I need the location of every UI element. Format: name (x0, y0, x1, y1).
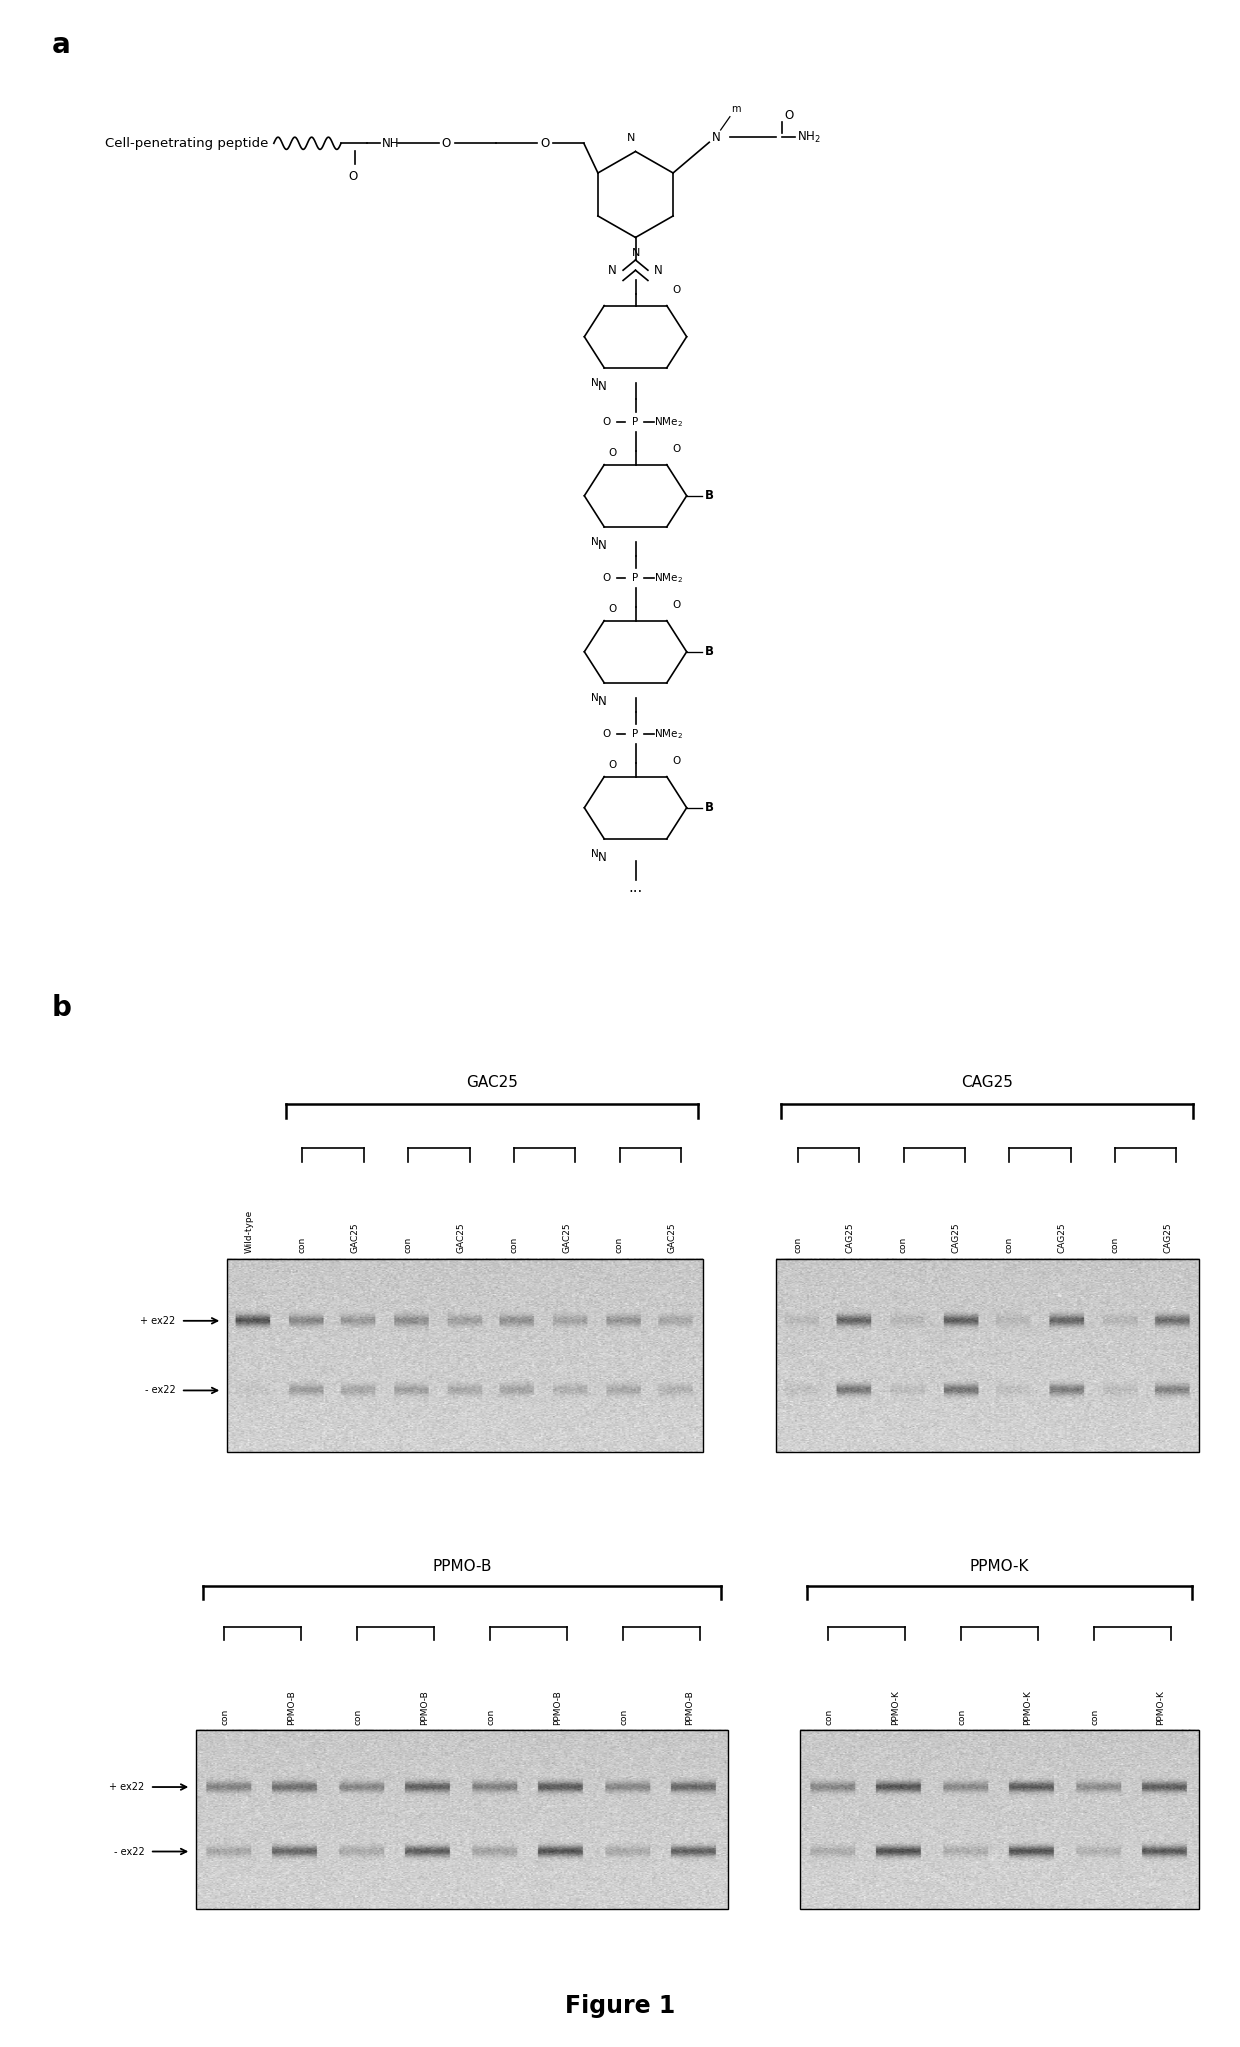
Bar (775, 1259, 1199, 1453)
Text: PPMO-K: PPMO-K (1023, 1689, 1033, 1724)
Text: N: N (591, 850, 599, 860)
Text: PPMO-B: PPMO-B (420, 1691, 429, 1724)
Text: CAG25: CAG25 (951, 1222, 961, 1253)
Text: ···: ··· (629, 884, 642, 899)
Text: N: N (591, 536, 599, 547)
Text: N: N (627, 133, 636, 143)
Text: N: N (608, 264, 618, 276)
Text: O: O (441, 137, 451, 149)
Text: - ex22: - ex22 (114, 1846, 145, 1857)
Text: + ex22: + ex22 (140, 1316, 176, 1326)
Text: O: O (672, 600, 681, 610)
Text: con: con (899, 1236, 908, 1253)
Bar (196, 1730, 728, 1908)
Text: CAG25: CAG25 (961, 1075, 1013, 1091)
Text: PPMO-K: PPMO-K (890, 1689, 900, 1724)
Text: con: con (221, 1709, 229, 1724)
Text: O: O (609, 604, 618, 614)
Text: O: O (672, 285, 681, 295)
Text: O: O (539, 137, 549, 149)
Text: con: con (957, 1709, 966, 1724)
Text: PPMO-K: PPMO-K (1157, 1689, 1166, 1724)
Text: O: O (603, 573, 610, 583)
Text: P: P (632, 418, 639, 428)
Text: O: O (609, 448, 618, 459)
Text: B: B (706, 489, 714, 502)
Text: GAC25: GAC25 (562, 1222, 572, 1253)
Text: con: con (825, 1709, 833, 1724)
Text: GAC25: GAC25 (466, 1075, 517, 1091)
Text: O: O (672, 444, 681, 454)
Text: N: N (712, 131, 720, 143)
Text: N: N (598, 381, 606, 393)
Text: con: con (1090, 1709, 1099, 1724)
Text: Figure 1: Figure 1 (565, 1994, 675, 2018)
Text: con: con (794, 1236, 802, 1253)
Text: O: O (348, 170, 358, 182)
Text: N: N (632, 248, 641, 258)
Text: con: con (1004, 1236, 1013, 1253)
Text: Wild-type: Wild-type (244, 1210, 254, 1253)
Text: NH$_2$: NH$_2$ (797, 129, 821, 145)
Text: O: O (784, 108, 794, 123)
Text: con: con (353, 1709, 362, 1724)
Text: PPMO-B: PPMO-B (286, 1691, 296, 1724)
Text: N: N (598, 852, 606, 864)
Text: - ex22: - ex22 (145, 1386, 176, 1396)
Text: PPMO-B: PPMO-B (686, 1691, 694, 1724)
Text: con: con (298, 1236, 306, 1253)
Text: P: P (632, 729, 639, 739)
Bar (227, 1259, 703, 1453)
Text: PPMO-K: PPMO-K (970, 1558, 1029, 1574)
Text: B: B (706, 800, 714, 815)
Text: con: con (403, 1236, 413, 1253)
Text: con: con (1110, 1236, 1120, 1253)
Text: NMe$_2$: NMe$_2$ (655, 416, 683, 430)
Text: N: N (591, 694, 599, 702)
Text: N: N (598, 538, 606, 553)
Text: O: O (603, 729, 610, 739)
Text: B: B (706, 645, 714, 659)
Text: b: b (52, 993, 72, 1021)
Text: PPMO-B: PPMO-B (433, 1558, 492, 1574)
Text: m: m (730, 104, 740, 115)
Text: N: N (598, 696, 606, 708)
Text: NMe$_2$: NMe$_2$ (655, 571, 683, 585)
Text: PPMO-B: PPMO-B (553, 1691, 562, 1724)
Text: NH: NH (382, 137, 399, 149)
Text: O: O (609, 759, 618, 770)
Text: con: con (510, 1236, 518, 1253)
Text: P: P (632, 573, 639, 583)
Text: con: con (615, 1236, 624, 1253)
Text: CAG25: CAG25 (846, 1222, 854, 1253)
Text: GAC25: GAC25 (351, 1222, 360, 1253)
Text: GAC25: GAC25 (668, 1222, 677, 1253)
Text: CAG25: CAG25 (1163, 1222, 1172, 1253)
Text: CAG25: CAG25 (1058, 1222, 1066, 1253)
Text: + ex22: + ex22 (109, 1783, 145, 1791)
Text: Cell-penetrating peptide: Cell-penetrating peptide (105, 137, 269, 149)
Text: a: a (52, 31, 71, 59)
Text: O: O (672, 757, 681, 766)
Text: N: N (591, 379, 599, 389)
Bar (800, 1730, 1199, 1908)
Text: con: con (619, 1709, 629, 1724)
Text: con: con (486, 1709, 495, 1724)
Text: N: N (655, 264, 663, 276)
Text: GAC25: GAC25 (456, 1222, 465, 1253)
Text: NMe$_2$: NMe$_2$ (655, 727, 683, 741)
Text: O: O (603, 418, 610, 428)
